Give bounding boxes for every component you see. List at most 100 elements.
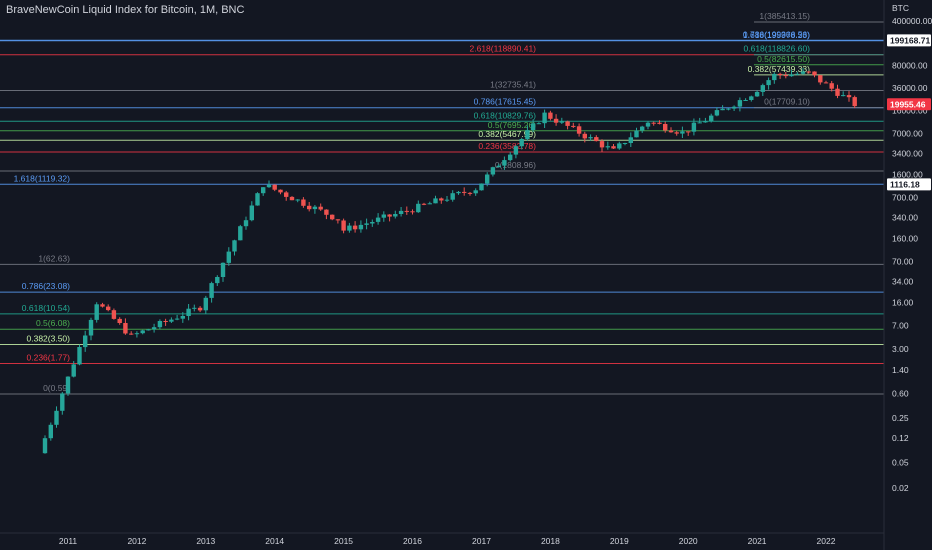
fib-layer: 1.618(1119.32) 1(62.63) 0.786(23.08) 0.618(… [0,11,884,395]
candle-body [421,203,427,205]
candle-body [628,137,633,143]
candle-body [186,308,191,316]
candle-body [295,199,300,201]
candle-body [479,183,484,191]
price-label-box [887,34,931,47]
candle-body [151,327,157,330]
candle-body [123,323,128,334]
fib-level-label: 0.786(23.08) [22,281,70,291]
time-tick-label: 2014 [265,536,284,546]
candle-body [852,97,857,107]
candle-body [330,214,335,220]
candle-body [749,96,754,100]
candle-body [467,192,473,194]
candle-body [111,310,117,319]
price-tick-label: 3400.00 [892,148,923,158]
candle-body [416,203,421,213]
candle-body [640,126,645,131]
price-tick-label: 16000.00 [892,105,928,115]
price-tick-label: 0.60 [892,389,909,399]
candle-body [249,205,254,221]
candle-body [502,160,507,166]
time-tick-label: 2019 [610,536,629,546]
candle-body [777,73,783,75]
candle-body [599,141,605,148]
candle-body [766,80,771,86]
fib-level-label: 1.618(1119.32) [14,173,71,183]
candle-body [617,143,622,149]
candle-body [496,165,501,168]
candle-body [71,364,76,377]
time-tick-label: 2015 [334,536,353,546]
candle-body [375,217,381,222]
fib-level-label: 0.618(10829.76) [474,110,537,120]
candle-body [77,347,82,365]
candle-body [232,240,237,252]
price-tick-label: 340.00 [892,212,918,222]
candle-body [140,330,145,334]
candle-body [427,203,432,205]
candle-body [450,193,455,200]
fib-level-label: 1(32735.41) [490,80,536,90]
candle-body [94,304,99,320]
candle-body [772,73,777,81]
candle-body [289,196,295,201]
candle-body [398,210,404,214]
candle-body [410,211,415,213]
candle-body [134,333,140,335]
candle-body [370,222,375,224]
candle-body [594,137,599,142]
price-tick-label: 0.12 [892,433,909,443]
candle-body [542,112,547,124]
candle-layer [42,68,857,454]
candle-body [174,318,180,320]
time-tick-label: 2017 [472,536,491,546]
candle-body [622,143,628,144]
time-tick-label: 2013 [196,536,215,546]
candle-body [726,108,731,110]
candle-body [829,83,834,89]
candle-body [835,88,840,96]
candle-body [100,304,105,307]
candle-body [789,74,794,77]
candle-body [812,71,817,76]
candle-body [720,108,725,111]
candle-body [169,319,174,322]
candle-body [364,223,369,225]
time-tick-label: 2012 [127,536,146,546]
candle-body [146,329,151,331]
candle-body [226,251,231,263]
candle-body [261,187,266,194]
price-tick-label: 16.00 [892,297,914,307]
candle-body [243,220,249,227]
candle-body [846,95,852,98]
candle-body [347,225,352,231]
candle-body [301,199,306,206]
candle-body [83,335,88,348]
fib-level-label: 0.618(10.54) [22,303,70,313]
time-tick-label: 2018 [541,536,560,546]
candle-body [278,189,283,193]
price-tick-label: 34.00 [892,276,914,286]
candle-body [605,146,610,148]
price-tick-label: 36000.00 [892,83,928,93]
candle-body [60,393,65,411]
fib-level-label: 0(0.59) [43,383,70,393]
price-label-box [887,178,931,191]
time-tick-label: 2016 [403,536,422,546]
candle-body [255,193,260,206]
price-tick-label: 80000.00 [892,61,928,71]
candle-body [312,206,318,210]
candle-body [404,210,409,212]
candle-body [536,123,542,125]
candle-body [663,124,668,131]
fib-level-label: 2.618(118890.41) [470,44,537,54]
candle-body [387,214,392,217]
candle-body [433,198,438,204]
price-tick-label: 700.00 [892,192,918,202]
candle-body [795,73,800,75]
candle-body [485,174,490,184]
candle-body [203,297,208,311]
